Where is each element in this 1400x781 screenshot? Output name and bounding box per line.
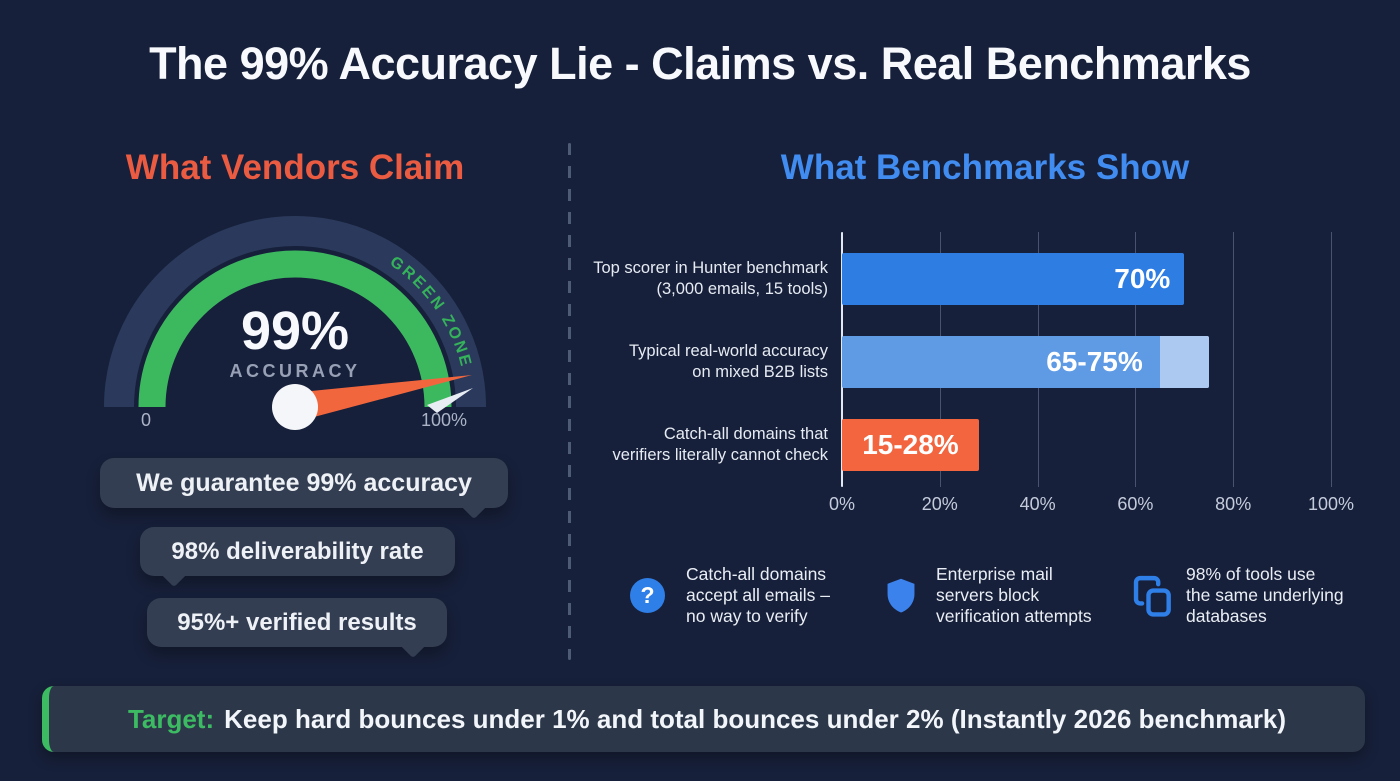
claim-bubble: 95%+ verified results — [147, 598, 447, 647]
bar-category-label: Typical real-world accuracy on mixed B2B… — [629, 342, 828, 381]
bar-category-label: Catch-all domains that verifiers literal… — [612, 425, 829, 464]
claim-bubble: 98% deliverability rate — [140, 527, 455, 576]
bar-top-scorer: 70% — [842, 253, 1185, 305]
plot-area: 70% 65-75% 15-28% — [841, 232, 1332, 487]
gauge-needle — [291, 375, 472, 421]
gauge-value: 99% — [241, 301, 349, 361]
copy-icon — [1133, 575, 1171, 617]
bar-value-label: 70% — [1114, 263, 1171, 294]
target-text: Keep hard bounces under 1% and total bou… — [224, 703, 1287, 734]
claim-bubble: We guarantee 99% accuracy — [100, 458, 508, 508]
x-tick-label: 60% — [1117, 494, 1154, 514]
gauge-needle-highlight — [427, 388, 473, 413]
bar-catch-all: 15-28% — [842, 419, 979, 471]
accuracy-gauge: GREEN ZONE 99% ACCURACY 0 100% — [104, 216, 486, 430]
x-tick-label: 100% — [1307, 494, 1355, 514]
gauge-green-arc — [138, 250, 452, 408]
vendors-heading: What Vendors Claim — [125, 148, 465, 187]
gauge-min-label: 0 — [141, 410, 151, 430]
note-enterprise: Enterprise mail servers block verificati… — [936, 564, 1092, 626]
note-databases: 98% of tools use the same underlying dat… — [1186, 564, 1344, 626]
bar-real-world: 65-75% — [842, 336, 1209, 388]
page-title: The 99% Accuracy Lie - Claims vs. Real B… — [149, 38, 1251, 89]
x-axis: 0% 20% 40% 60% 80% 100% — [829, 494, 1354, 516]
gauge-max-label: 100% — [421, 410, 467, 430]
bar-category-label: Top scorer in Hunter benchmark (3,000 em… — [593, 259, 828, 298]
x-tick-label: 20% — [921, 494, 958, 514]
claim-text: 98% deliverability rate — [171, 537, 424, 565]
x-tick-label: 0% — [828, 494, 856, 514]
gridline — [1233, 232, 1235, 487]
question-icon: ? — [630, 578, 665, 613]
benchmarks-heading: What Benchmarks Show — [780, 148, 1190, 187]
x-tick-label: 40% — [1019, 494, 1056, 514]
target-banner: Target: Keep hard bounces under 1% and t… — [42, 686, 1365, 752]
target-prefix: Target: — [127, 703, 215, 734]
bar-value-label: 65-75% — [1046, 346, 1143, 377]
claim-text: 95%+ verified results — [177, 608, 417, 636]
claim-text: We guarantee 99% accuracy — [136, 468, 472, 497]
bar-range-highlight — [1159, 336, 1209, 388]
bar-value-label: 15-28% — [862, 429, 959, 460]
dashed-divider — [568, 143, 571, 660]
gauge-outer-ring — [104, 216, 486, 408]
gridline — [1331, 232, 1332, 487]
gauge-hub — [272, 384, 318, 430]
shield-icon — [887, 578, 915, 613]
note-catch-all: Catch-all domains accept all emails – no… — [686, 564, 830, 626]
gauge-caption: ACCURACY — [230, 361, 361, 381]
x-tick-label: 80% — [1215, 494, 1252, 514]
